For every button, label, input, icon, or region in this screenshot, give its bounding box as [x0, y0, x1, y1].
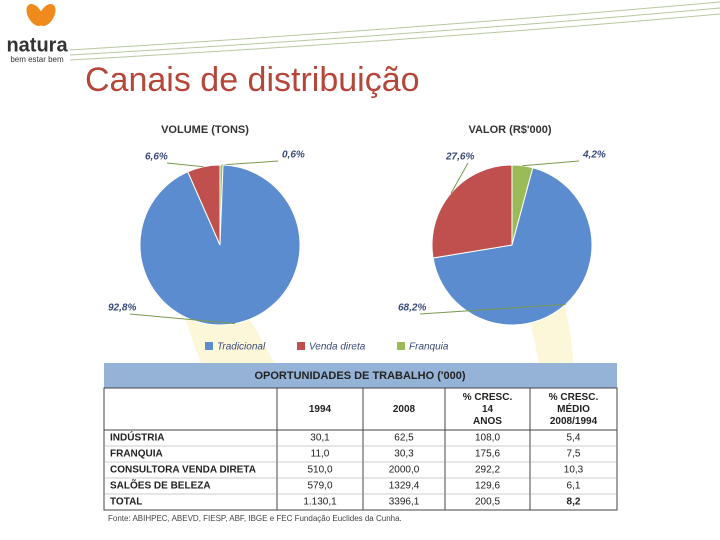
pie-slice: [187, 164, 221, 246]
table-cell: 510,0: [307, 465, 332, 476]
table-cell: 200,5: [475, 497, 500, 508]
table-cell: 7,5: [567, 449, 581, 460]
leader-line: [419, 303, 566, 315]
table-cell: 175,6: [475, 449, 500, 460]
table-cell: 30,3: [394, 449, 414, 460]
leader-line: [522, 160, 580, 167]
table-cell: 1.130,1: [303, 497, 337, 508]
legend-label: Tradicional: [217, 342, 266, 353]
chart-title: VOLUME (TONS): [161, 124, 249, 136]
leader-line: [450, 162, 469, 194]
logo-tagline: bem estar bem: [10, 55, 64, 64]
column-header: % CRESC. 14 ANOS: [463, 392, 513, 427]
column-header: % CRESC. MÉDIO 2008/1994: [549, 392, 599, 427]
row-label: FRANQUIA: [110, 449, 163, 460]
data-label: 4,2%: [582, 150, 606, 161]
table-cell: 8,2: [567, 497, 581, 508]
table-body: [103, 387, 618, 511]
table-cell: 108,0: [475, 433, 500, 444]
chart-title: VALOR (R$'000): [468, 124, 551, 136]
legend-label: Venda direta: [309, 342, 366, 353]
data-label: 6,6%: [145, 152, 168, 163]
column-header: 1994: [309, 404, 332, 415]
row-label: CONSULTORA VENDA DIRETA: [110, 465, 256, 476]
row-label: SALÕES DE BELEZA: [110, 479, 211, 492]
table-cell: 5,4: [567, 433, 581, 444]
logo-icon: [26, 4, 56, 26]
data-label: 92,8%: [108, 303, 136, 314]
leader-line: [129, 313, 236, 325]
table-cell: 3396,1: [389, 497, 420, 508]
data-label: 27,6%: [445, 152, 474, 163]
table-cell: 2000,0: [389, 465, 420, 476]
table-cell: 292,2: [475, 465, 500, 476]
legend-swatch: [397, 342, 405, 350]
pie-slice: [432, 167, 593, 326]
table-cell: 1329,4: [389, 481, 420, 492]
legend-swatch: [297, 342, 305, 350]
legend-swatch: [205, 342, 213, 350]
legend-label: Franquia: [409, 342, 449, 353]
source-note: Fonte: ABIHPEC, ABEVD, FIESP, ABF, IBGE …: [108, 514, 402, 523]
slide-title: Canais de distribuição: [85, 61, 420, 99]
table-cell: 6,1: [567, 481, 581, 492]
column-header: 2008: [393, 404, 416, 415]
leader-line: [221, 160, 279, 166]
table-cell: 579,0: [307, 481, 332, 492]
table-title: OPORTUNIDADES DE TRABALHO ('000): [254, 370, 465, 382]
table-cell: 11,0: [311, 449, 330, 460]
row-label: INDÚSTRIA: [110, 431, 164, 444]
logo-name: natura: [6, 34, 68, 56]
pie-slice: [431, 164, 513, 259]
table-title-bg: [104, 363, 617, 388]
table-cell: 10,3: [564, 465, 584, 476]
table-cell: 62,5: [394, 433, 414, 444]
leader-line: [166, 162, 204, 168]
data-label: 0,6%: [282, 150, 305, 161]
table-cell: 30,1: [310, 433, 330, 444]
data-label: 68,2%: [398, 303, 426, 314]
decoration: [69, 1, 720, 61]
table-cell: 129,6: [475, 481, 500, 492]
row-label: TOTAL: [110, 497, 142, 508]
